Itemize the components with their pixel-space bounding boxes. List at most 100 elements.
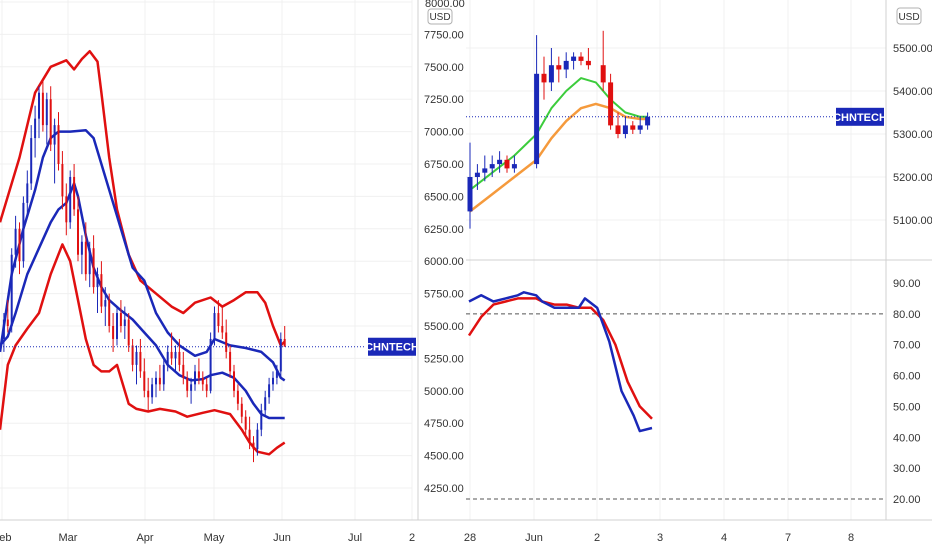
- y-tick-label: 90.00: [893, 278, 921, 290]
- y-tick-label: 50.00: [893, 401, 921, 413]
- left-candle: [80, 241, 83, 255]
- x-tick-label: 8: [848, 532, 854, 544]
- left-candle: [264, 397, 267, 411]
- right-candle: [482, 168, 488, 173]
- left-candle: [194, 371, 196, 385]
- price-tag: [836, 107, 884, 126]
- x-tick-label: Jul: [348, 532, 362, 544]
- left-candle: [151, 384, 154, 398]
- y-tick-label: 5300.00: [893, 129, 932, 141]
- left-candle: [252, 442, 255, 450]
- left-candle: [127, 319, 130, 346]
- stoch-d-line: [467, 297, 653, 420]
- left-candle: [53, 125, 56, 145]
- right-candle: [600, 65, 606, 83]
- left-candle: [186, 377, 189, 391]
- right-candle: [571, 56, 577, 61]
- left-candle: [205, 384, 208, 391]
- left-candle: [84, 241, 87, 275]
- left-candle: [119, 313, 122, 326]
- right-candle: [511, 164, 517, 169]
- currency-badge: [427, 8, 453, 25]
- x-tick-label: 28: [464, 532, 476, 544]
- left-candle: [178, 351, 181, 365]
- left-candle: [57, 125, 60, 164]
- y-tick-label: 80.00: [893, 309, 921, 321]
- left-candle: [112, 326, 115, 339]
- right-candle: [467, 177, 473, 212]
- right-candle: [615, 125, 621, 134]
- left-candle: [272, 377, 274, 385]
- left-candle: [2, 319, 5, 339]
- left-candle: [77, 209, 79, 255]
- y-tick-label: 7250.00: [424, 94, 464, 106]
- left-candle: [65, 196, 68, 223]
- left-candle: [38, 92, 40, 119]
- right-candle: [630, 125, 636, 130]
- left-candle: [229, 351, 232, 372]
- y-tick-label: 6500.00: [424, 191, 464, 203]
- y-tick-label: 4500.00: [424, 451, 464, 463]
- left-candle: [221, 326, 224, 333]
- price-tag: [368, 337, 416, 356]
- y-tick-label: 30.00: [893, 463, 921, 475]
- left-candle: [22, 202, 25, 262]
- right-candle: [637, 125, 643, 130]
- left-candle: [260, 410, 263, 430]
- x-tick-label: Apr: [136, 532, 153, 544]
- right-candle: [534, 73, 540, 165]
- left-candle: [104, 300, 107, 307]
- right-candle: [608, 82, 614, 126]
- left-candle: [197, 371, 200, 378]
- y-tick-label: 4750.00: [424, 418, 464, 430]
- y-tick-label: 7500.00: [424, 62, 464, 74]
- price-tag-label: CHNTECH: [365, 342, 419, 354]
- left-candle: [244, 416, 247, 430]
- right-candle: [578, 56, 584, 61]
- left-candle: [18, 228, 21, 262]
- x-tick-label: 4: [721, 532, 727, 544]
- left-candle: [61, 164, 64, 197]
- slow-ma-line: [469, 102, 648, 213]
- currency-badge: [896, 7, 922, 25]
- y-tick-label: 5500.00: [424, 321, 464, 333]
- left-candle: [116, 313, 118, 339]
- left-candle: [209, 338, 212, 391]
- left-candle: [225, 332, 228, 352]
- left-candle: [14, 228, 17, 255]
- left-candle: [279, 338, 282, 372]
- left-candle: [217, 313, 220, 326]
- left-candle: [131, 345, 134, 365]
- y-tick-label: 60.00: [893, 371, 921, 383]
- right-candle: [622, 125, 628, 134]
- y-tick-label: 20.00: [893, 494, 921, 506]
- y-tick-label: 5750.00: [424, 289, 464, 301]
- left-candle: [100, 274, 103, 307]
- right-candle: [489, 164, 495, 169]
- bollinger-mid-line: [0, 129, 286, 382]
- left-candle: [158, 377, 161, 385]
- left-candle: [268, 384, 271, 398]
- y-tick-label: 6750.00: [424, 159, 464, 171]
- x-tick-label: May: [204, 532, 225, 544]
- y-tick-label: 6000.00: [424, 256, 464, 268]
- left-candle: [34, 118, 37, 139]
- left-candle: [170, 351, 173, 359]
- left-candle: [139, 351, 142, 372]
- y-tick-label: 5500.00: [893, 43, 932, 55]
- y-tick-label: 70.00: [893, 340, 921, 352]
- left-candle: [182, 364, 185, 378]
- left-candle: [135, 351, 138, 365]
- left-candle: [190, 384, 193, 391]
- left-candle: [41, 92, 44, 126]
- x-tick-label: 2: [594, 532, 600, 544]
- x-tick-label: Feb: [0, 532, 11, 544]
- fast-ma-line: [469, 77, 648, 191]
- y-tick-label: 7000.00: [424, 127, 464, 139]
- right-candle: [504, 159, 510, 169]
- left-candle: [49, 99, 52, 145]
- left-candle: [147, 390, 150, 398]
- left-candle: [45, 99, 48, 126]
- left-candle: [283, 338, 286, 347]
